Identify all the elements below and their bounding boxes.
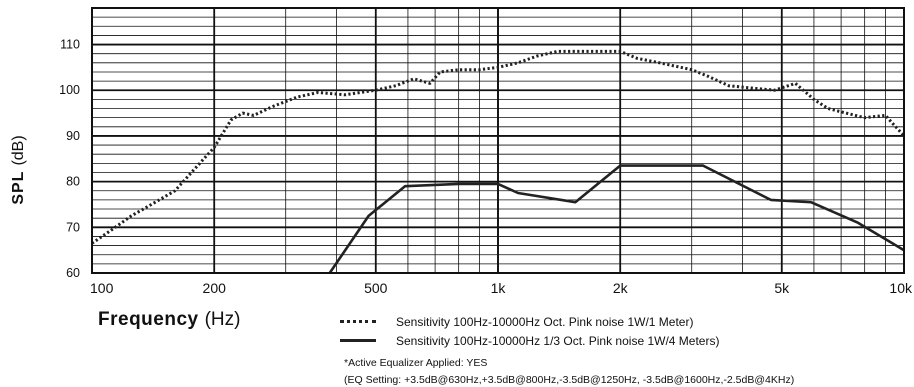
y-tick-labels: 60 70 80 90 100 110 bbox=[59, 38, 80, 280]
x-tick-label: 1k bbox=[491, 280, 507, 296]
equalizer-note: *Active Equalizer Applied: YES bbox=[344, 357, 488, 369]
y-tick-label: 90 bbox=[66, 129, 80, 143]
legend-swatch-dotted bbox=[340, 320, 376, 323]
y-tick-label: 70 bbox=[66, 220, 80, 234]
legend-item-oct: Sensitivity 100Hz-10000Hz Oct. Pink nois… bbox=[340, 312, 900, 331]
y-tick-label: 80 bbox=[66, 175, 80, 189]
spl-frequency-chart: 60 70 80 90 100 110 100 200 500 1k 2k 5k 10k bbox=[59, 7, 913, 296]
x-tick-label: 5k bbox=[774, 280, 790, 296]
x-tick-label: 10k bbox=[889, 280, 913, 296]
eq-setting-note: (EQ Setting: +3.5dB@630Hz,+3.5dB@800Hz,-… bbox=[344, 374, 795, 386]
y-tick-label: 60 bbox=[66, 266, 80, 280]
major-grid bbox=[91, 8, 905, 274]
x-tick-label: 200 bbox=[203, 280, 227, 296]
y-tick-label: 110 bbox=[60, 38, 80, 52]
y-axis-title: SPL bbox=[10, 170, 27, 205]
x-axis-unit: (Hz) bbox=[204, 309, 241, 330]
series-line-oct bbox=[91, 49, 906, 245]
x-tick-label: 100 bbox=[90, 280, 114, 296]
x-tick-labels: 100 200 500 1k 2k 5k 10k bbox=[90, 280, 913, 296]
series-line-third-oct bbox=[328, 164, 905, 274]
legend: Sensitivity 100Hz-10000Hz Oct. Pink nois… bbox=[340, 312, 900, 350]
x-tick-label: 2k bbox=[613, 280, 629, 296]
x-tick-label: 500 bbox=[364, 280, 388, 296]
x-axis-label: Frequency (Hz) bbox=[98, 309, 240, 331]
legend-item-third-oct: Sensitivity 100Hz-10000Hz 1/3 Oct. Pink … bbox=[340, 331, 900, 350]
legend-swatch-solid bbox=[340, 339, 376, 342]
y-axis-unit: (dB) bbox=[10, 135, 27, 166]
x-axis-title: Frequency bbox=[98, 309, 199, 330]
series-layer bbox=[91, 49, 906, 274]
legend-label-oct: Sensitivity 100Hz-10000Hz Oct. Pink nois… bbox=[396, 314, 694, 329]
y-axis-label: SPL (dB) bbox=[4, 90, 34, 250]
legend-label-third-oct: Sensitivity 100Hz-10000Hz 1/3 Oct. Pink … bbox=[396, 333, 720, 348]
plot-frame bbox=[91, 7, 905, 274]
y-tick-label: 100 bbox=[59, 83, 80, 97]
